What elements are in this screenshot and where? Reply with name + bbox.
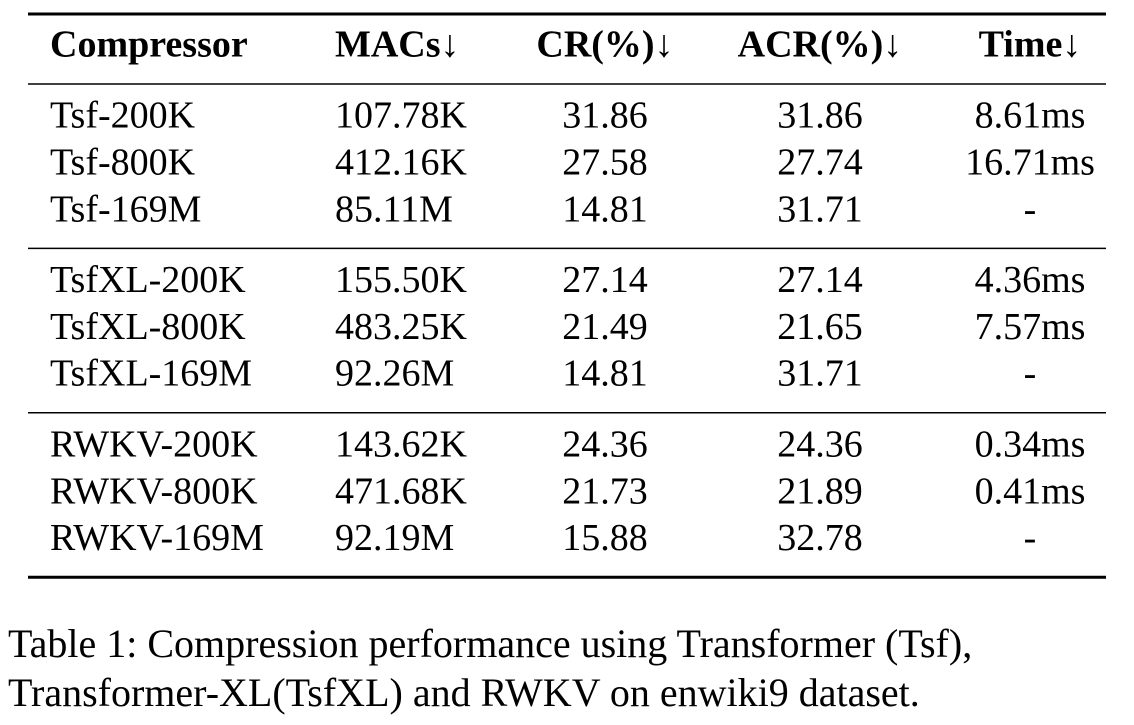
table-cell: 21.89: [777, 470, 863, 512]
header-cell: Compressor: [50, 24, 248, 66]
caption-line: Transformer-XL(TsfXL) and RWKV on enwiki…: [8, 670, 920, 715]
table-cell: 16.71ms: [965, 142, 1095, 184]
table-cell: 92.19M: [335, 517, 454, 559]
table-cell: TsfXL-169M: [50, 353, 252, 395]
table-cell: 21.65: [777, 306, 863, 348]
table-cell: 155.50K: [335, 259, 468, 301]
table-cell: -: [1024, 517, 1037, 559]
table-cell: 483.25K: [335, 306, 468, 348]
table-cell: 24.36: [777, 424, 863, 466]
table-cell: 471.68K: [335, 470, 468, 512]
table-cell: 7.57ms: [975, 306, 1086, 348]
table-cell: RWKV-169M: [50, 517, 264, 559]
table-cell: 143.62K: [335, 424, 468, 466]
table-cell: 27.74: [777, 142, 863, 184]
table-cell: -: [1024, 188, 1037, 230]
table-cell: 4.36ms: [975, 259, 1086, 301]
table-cell: 27.14: [777, 259, 863, 301]
table-cell: 32.78: [777, 517, 863, 559]
header-cell: MACs↓: [335, 24, 460, 66]
table-cell: TsfXL-800K: [50, 306, 246, 348]
table-cell: 412.16K: [335, 142, 468, 184]
table-cell: 31.86: [562, 95, 648, 137]
table-cell: 15.88: [562, 517, 648, 559]
table-cell: 107.78K: [335, 95, 468, 137]
table-cell: RWKV-800K: [50, 470, 258, 512]
table-cell: -: [1024, 353, 1037, 395]
header-cell: CR(%)↓: [536, 24, 673, 66]
header-cell: Time↓: [979, 24, 1082, 66]
table-cell: Tsf-169M: [50, 188, 201, 230]
table-cell: 92.26M: [335, 353, 454, 395]
table-cell: TsfXL-200K: [50, 259, 246, 301]
table-cell: 0.41ms: [975, 470, 1086, 512]
table-cell: 14.81: [562, 188, 648, 230]
table-cell: Tsf-200K: [50, 95, 196, 137]
table-cell: 27.58: [562, 142, 648, 184]
table-cell: 31.71: [777, 353, 863, 395]
table-cell: 0.34ms: [975, 424, 1086, 466]
table-cell: Tsf-800K: [50, 142, 196, 184]
table-cell: 14.81: [562, 353, 648, 395]
table-cell: 85.11M: [335, 188, 453, 230]
table-cell: 31.71: [777, 188, 863, 230]
table-cell: 24.36: [562, 424, 648, 466]
table-cell: 21.73: [562, 470, 648, 512]
table-cell: 27.14: [562, 259, 648, 301]
table-cell: 31.86: [777, 95, 863, 137]
table-cell: 8.61ms: [975, 95, 1086, 137]
table-cell: RWKV-200K: [50, 424, 258, 466]
header-cell: ACR(%)↓: [738, 24, 903, 66]
table-cell: 21.49: [562, 306, 648, 348]
caption-line: Table 1: Compression performance using T…: [8, 621, 972, 666]
